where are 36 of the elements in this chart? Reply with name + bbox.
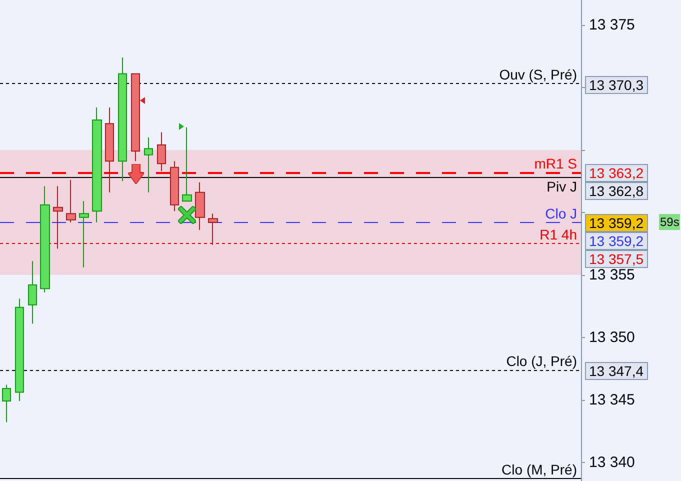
candlestick bbox=[92, 106, 102, 223]
text: 13 370,3 bbox=[585, 76, 648, 94]
text: 13 347,4 bbox=[585, 362, 648, 380]
y-tick-label: 13 375 bbox=[589, 16, 635, 34]
candlestick bbox=[105, 106, 114, 193]
candlestick bbox=[182, 126, 192, 202]
text: 59s bbox=[659, 214, 680, 230]
text: 13 362,8 bbox=[585, 182, 648, 200]
ref-line-label: mR1 S bbox=[534, 155, 577, 172]
candlestick bbox=[157, 132, 166, 172]
y-tick-label: 13 350 bbox=[589, 328, 635, 346]
y-tick-label: 13 340 bbox=[589, 454, 635, 471]
candlestick bbox=[28, 260, 37, 324]
text: 13 357,5 bbox=[585, 250, 648, 268]
candlestick bbox=[170, 160, 179, 212]
text: 13 363,2 bbox=[585, 164, 648, 182]
candlestick bbox=[2, 384, 11, 423]
candlestick bbox=[66, 179, 76, 223]
candlestick bbox=[195, 182, 205, 230]
candlestick bbox=[208, 213, 218, 246]
ref-line-label: Clo (M, Pré) bbox=[502, 462, 577, 478]
candlestick bbox=[79, 200, 89, 268]
y-tick-label: 13 345 bbox=[589, 391, 635, 408]
candlestick bbox=[53, 186, 63, 250]
candlestick bbox=[15, 298, 24, 402]
candlestick bbox=[40, 186, 50, 293]
ref-line-label: Clo (J, Pré) bbox=[506, 352, 577, 369]
text: 13 359,2 bbox=[585, 232, 648, 250]
ref-line-label: Clo J bbox=[545, 205, 577, 222]
text: 13 359,2 bbox=[585, 214, 648, 232]
ref-line-label: Piv J bbox=[546, 178, 577, 194]
candlestick bbox=[118, 56, 127, 182]
y-tick-label: 13 355 bbox=[589, 266, 635, 284]
ref-line-label: R1 4h bbox=[540, 226, 577, 243]
ref-line-label: Ouv (S, Pré) bbox=[499, 66, 577, 83]
candlestick bbox=[144, 136, 153, 193]
